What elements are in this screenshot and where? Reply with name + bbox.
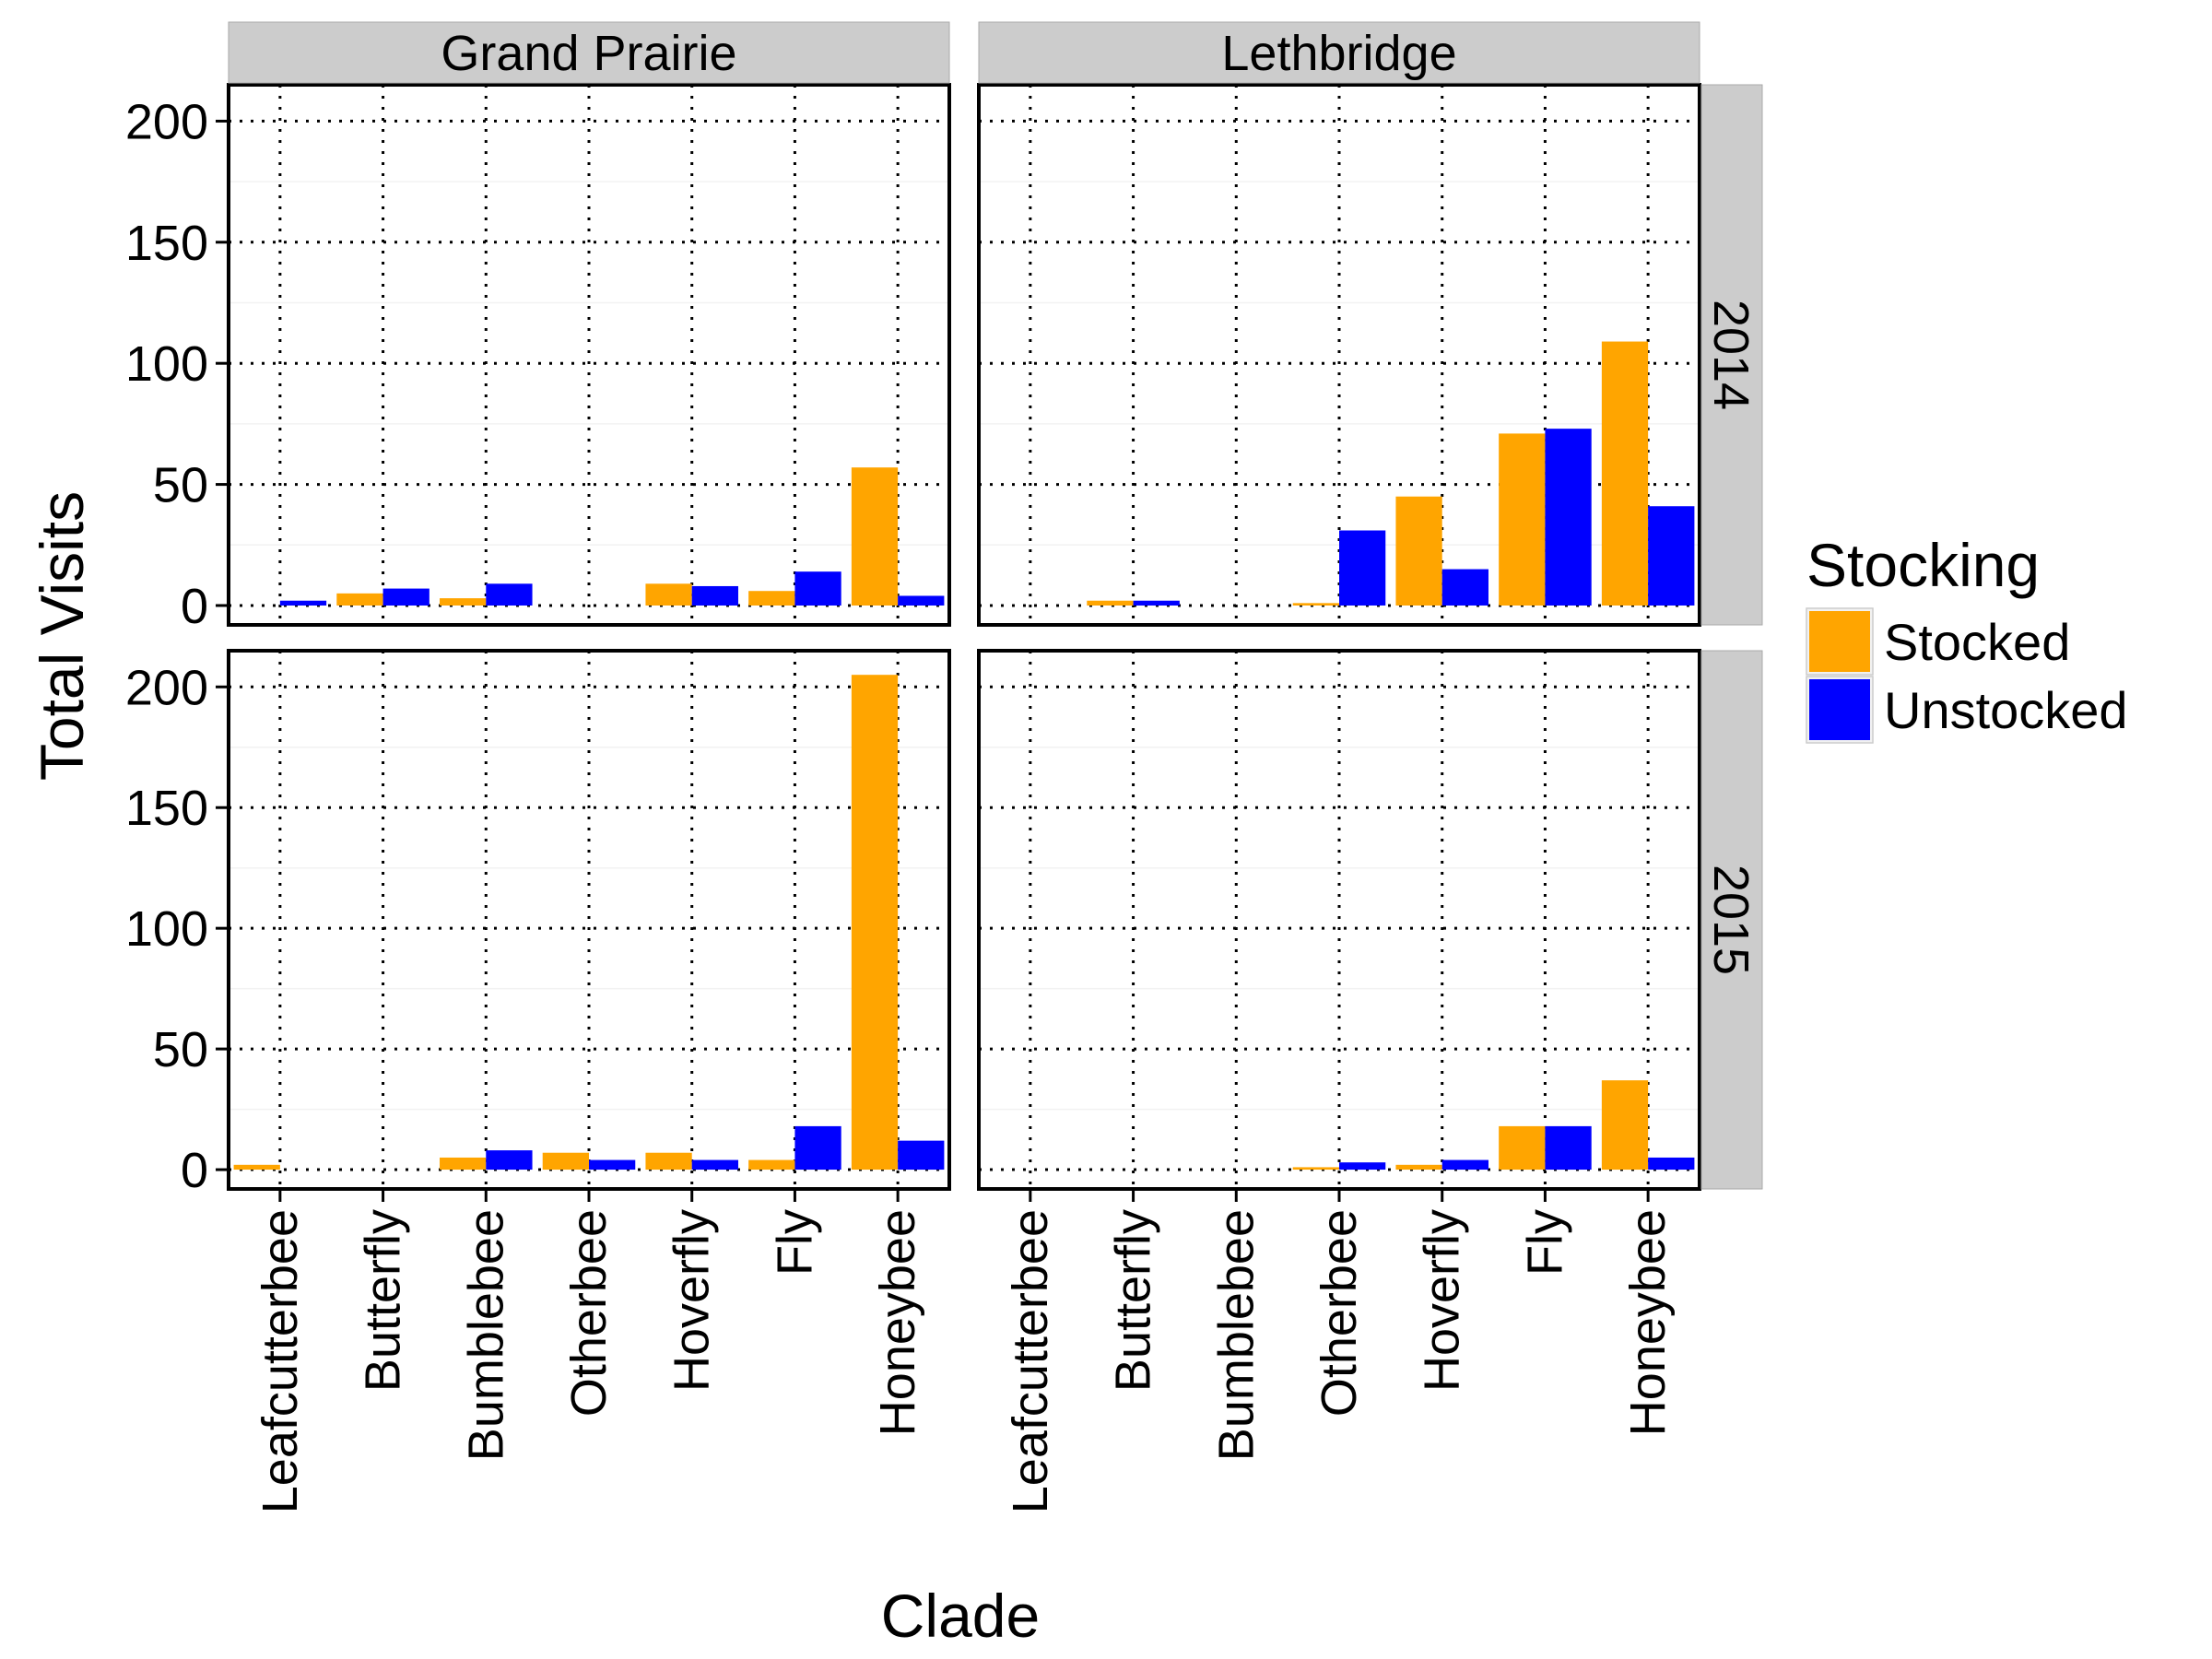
- axes: 0 50 100 150 200 0 50 100 150 200 Leafcutterbee But…: [125, 94, 1676, 1513]
- y-tick-label: 0: [181, 579, 208, 634]
- bar-stocked-fly: [1499, 1125, 1546, 1171]
- bar-unstocked-hoverfly: [691, 1159, 738, 1171]
- panel-lethbridge-2015: [977, 649, 1701, 1191]
- y-tick-label: 50: [153, 1022, 208, 1077]
- bar-unstocked-otherbee: [589, 1159, 636, 1171]
- bar-stocked-honeybee: [851, 467, 899, 606]
- panel-background: [229, 85, 949, 625]
- x-tick-label: Hoverfly: [665, 1209, 720, 1392]
- facet-strip-row: [1700, 84, 1763, 626]
- facet-strip-column: [228, 21, 950, 84]
- bar-unstocked-hoverfly: [1441, 569, 1488, 606]
- bar-stocked-fly: [748, 1159, 795, 1171]
- bar-unstocked-hoverfly: [691, 585, 738, 606]
- y-tick-label: 150: [125, 216, 208, 271]
- bar-stocked-honeybee: [1601, 1080, 1649, 1171]
- bar-stocked-hoverfly: [645, 1152, 692, 1171]
- legend-title: Stocking: [1806, 531, 2040, 599]
- bar-unstocked-butterfly: [382, 588, 429, 606]
- facet-label-row: 2015: [1703, 865, 1759, 975]
- y-tick-label: 200: [125, 660, 208, 715]
- legend-swatch-stocked: [1809, 611, 1870, 672]
- x-tick-label: Fly: [1517, 1209, 1572, 1276]
- bar-unstocked-honeybee: [1648, 1157, 1695, 1171]
- legend-label-stocked: Stocked: [1884, 613, 2070, 671]
- legend-swatch-unstocked: [1809, 679, 1870, 740]
- bar-stocked-fly: [748, 591, 795, 606]
- bar-stocked-butterfly: [1087, 600, 1134, 606]
- x-tick-label: Butterfly: [1106, 1209, 1161, 1392]
- facet-label-column: Grand Prairie: [441, 26, 736, 81]
- bar-unstocked-hoverfly: [1441, 1159, 1488, 1171]
- panel-grand-prairie-2014: [227, 83, 951, 627]
- y-tick-label: 200: [125, 94, 208, 149]
- bar-stocked-otherbee: [1292, 603, 1339, 606]
- x-tick-label: Leafcutterbee: [1003, 1209, 1058, 1513]
- panel-border: [977, 83, 1701, 627]
- bar-stocked-honeybee: [1601, 341, 1649, 606]
- panels-layer: [227, 83, 1701, 1191]
- bar-stocked-hoverfly: [1395, 496, 1442, 606]
- x-tick-label: Otherbee: [561, 1209, 617, 1417]
- facet-strip-column: [978, 21, 1700, 84]
- x-tick-label: Bumblebee: [1208, 1209, 1264, 1461]
- bar-stocked-bumblebee: [440, 1157, 487, 1171]
- panel-background: [229, 651, 949, 1189]
- x-tick-label: Hoverfly: [1415, 1209, 1470, 1392]
- bar-unstocked-honeybee: [898, 595, 945, 606]
- panel-lethbridge-2014: [977, 83, 1701, 627]
- bar-unstocked-fly: [1545, 1125, 1592, 1171]
- bar-unstocked-butterfly: [1133, 600, 1180, 606]
- legend-label-unstocked: Unstocked: [1884, 681, 2128, 739]
- bar-unstocked-bumblebee: [486, 1150, 533, 1171]
- x-tick-label: Honeybee: [870, 1209, 925, 1436]
- y-tick-label: 150: [125, 781, 208, 836]
- bar-unstocked-bumblebee: [486, 583, 533, 606]
- y-tick-label: 50: [153, 458, 208, 513]
- panel-border: [227, 83, 951, 627]
- bar-stocked-otherbee: [542, 1152, 589, 1171]
- facet-strip-row: [1700, 650, 1763, 1190]
- y-tick-label: 0: [181, 1143, 208, 1198]
- panel-grand-prairie-2015: [227, 649, 951, 1191]
- x-tick-label: Fly: [767, 1209, 822, 1276]
- bar-unstocked-otherbee: [1339, 530, 1386, 606]
- y-tick-label: 100: [125, 336, 208, 392]
- x-tick-label: Honeybee: [1620, 1209, 1676, 1436]
- panel-background: [979, 651, 1700, 1189]
- y-tick-label: 100: [125, 901, 208, 957]
- bar-unstocked-fly: [1545, 429, 1592, 606]
- bar-stocked-leafcutterbee: [233, 1164, 280, 1171]
- x-tick-label: Bumblebee: [458, 1209, 513, 1461]
- bar-stocked-bumblebee: [440, 598, 487, 606]
- bar-stocked-butterfly: [336, 593, 383, 606]
- bar-unstocked-fly: [794, 1125, 841, 1171]
- x-tick-label: Butterfly: [356, 1209, 411, 1392]
- y-axis-title: Total Visits: [28, 491, 96, 781]
- facet-label-column: Lethbridge: [1221, 26, 1456, 81]
- legend: Stocking Stocked Unstocked: [1806, 531, 2128, 744]
- bar-stocked-fly: [1499, 433, 1546, 606]
- facet-strips: Grand Prairie Lethbridge 2014 2015: [228, 21, 1763, 1190]
- bar-unstocked-leafcutterbee: [279, 600, 327, 606]
- bar-stocked-hoverfly: [1395, 1164, 1442, 1171]
- x-tick-label: Leafcutterbee: [253, 1209, 308, 1513]
- bar-stocked-hoverfly: [645, 583, 692, 606]
- bar-stocked-honeybee: [851, 675, 899, 1171]
- bar-unstocked-otherbee: [1339, 1162, 1386, 1171]
- x-tick-label: Otherbee: [1312, 1209, 1367, 1417]
- x-axis-title: Clade: [881, 1582, 1040, 1650]
- bar-unstocked-fly: [794, 571, 841, 606]
- bar-unstocked-honeybee: [898, 1140, 945, 1171]
- bar-stocked-otherbee: [1292, 1167, 1339, 1171]
- bar-unstocked-honeybee: [1648, 506, 1695, 606]
- facet-label-row: 2014: [1703, 300, 1759, 410]
